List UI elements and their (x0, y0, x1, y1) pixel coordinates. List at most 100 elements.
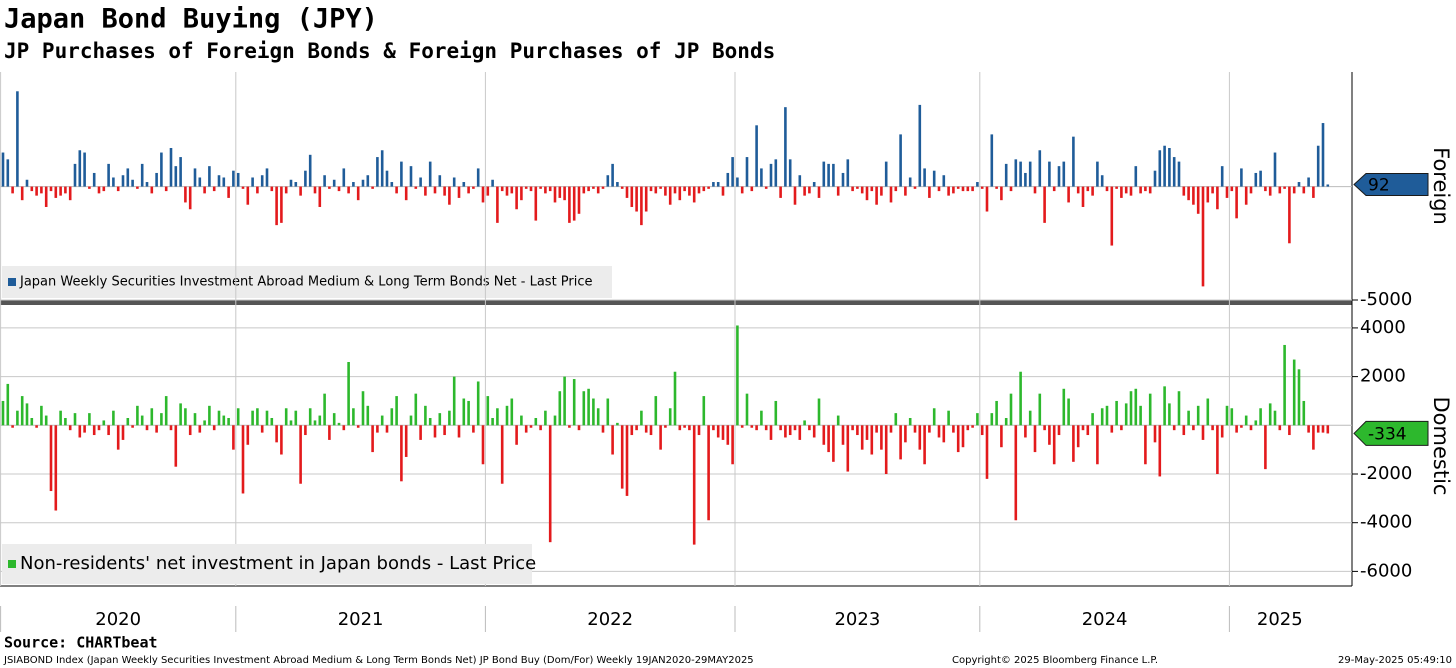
bar (131, 425, 134, 428)
bar (654, 396, 658, 426)
bar (616, 422, 619, 426)
bar (1105, 405, 1109, 426)
bar (880, 425, 883, 450)
bar (1302, 186, 1306, 194)
bar (1048, 161, 1051, 187)
bar (1091, 186, 1094, 196)
legend-label: Non-residents' net investment in Japan b… (20, 553, 536, 574)
bar (313, 186, 317, 194)
bar (1196, 405, 1200, 426)
bar (59, 186, 62, 196)
bar (596, 408, 600, 426)
bar (1139, 186, 1142, 194)
bar (563, 376, 566, 426)
bar (928, 425, 931, 433)
bar (572, 379, 576, 426)
bar (1019, 161, 1022, 187)
bar (966, 186, 970, 192)
bar (1048, 425, 1051, 445)
bar (481, 425, 485, 465)
bar (640, 186, 643, 226)
bar (140, 415, 144, 426)
bar (59, 410, 62, 426)
bar (659, 425, 662, 450)
bar (1052, 186, 1056, 192)
bar (419, 425, 422, 440)
bar (356, 186, 360, 201)
bar (16, 91, 19, 187)
bar (1019, 371, 1022, 426)
bar (1153, 170, 1157, 187)
bar (548, 186, 552, 192)
bar (198, 425, 202, 433)
bar (793, 425, 797, 431)
bar (452, 177, 456, 187)
bar (966, 425, 970, 431)
bar (457, 425, 461, 438)
bar (788, 159, 792, 187)
bar (491, 179, 494, 187)
bar (745, 157, 749, 187)
bar (318, 415, 322, 426)
bar (1120, 186, 1123, 198)
bar (937, 186, 941, 192)
bar (654, 186, 658, 194)
bar (1110, 186, 1114, 246)
bar (884, 425, 888, 474)
bar (736, 325, 739, 426)
bar (889, 186, 893, 203)
bar (740, 425, 744, 428)
bar (136, 405, 139, 426)
bar (1086, 186, 1090, 192)
bar (361, 179, 365, 187)
bar (337, 186, 341, 192)
bar (899, 425, 902, 460)
bar (1312, 186, 1315, 198)
bar (764, 186, 768, 189)
bar (1144, 186, 1147, 192)
bar (352, 182, 355, 187)
bar (361, 391, 365, 426)
bar (1163, 386, 1166, 426)
bar (251, 410, 254, 426)
bar (1268, 186, 1272, 196)
bar (414, 186, 418, 189)
bar (1144, 425, 1147, 465)
bar (1220, 425, 1224, 438)
bar (548, 425, 552, 543)
bar (625, 186, 629, 198)
bar (644, 425, 648, 433)
bar (1168, 148, 1171, 187)
bar (1283, 186, 1286, 189)
bar (102, 420, 106, 426)
bar (1297, 369, 1301, 426)
bar (212, 186, 216, 192)
bar (16, 410, 19, 426)
bar (241, 186, 245, 189)
bar (630, 425, 634, 436)
y-tick-label: 4000 (1360, 317, 1406, 338)
bar (404, 425, 408, 457)
bar (1249, 425, 1253, 431)
bar (136, 186, 139, 189)
bar (1168, 403, 1171, 426)
bar (822, 425, 826, 445)
bar (97, 425, 101, 431)
bar (668, 408, 672, 426)
bar (544, 410, 547, 426)
bar (44, 415, 48, 426)
bar (827, 425, 830, 453)
bar (673, 186, 677, 194)
bar (400, 161, 403, 187)
bar (510, 398, 514, 426)
bar (20, 396, 24, 426)
bar (491, 418, 494, 426)
bar (332, 413, 336, 426)
bar (1201, 425, 1205, 440)
bar (644, 186, 648, 212)
bar (208, 166, 211, 187)
bar (1000, 186, 1003, 201)
bar (1096, 161, 1099, 187)
x-tick-label: 2022 (587, 609, 633, 630)
bar (918, 425, 922, 450)
